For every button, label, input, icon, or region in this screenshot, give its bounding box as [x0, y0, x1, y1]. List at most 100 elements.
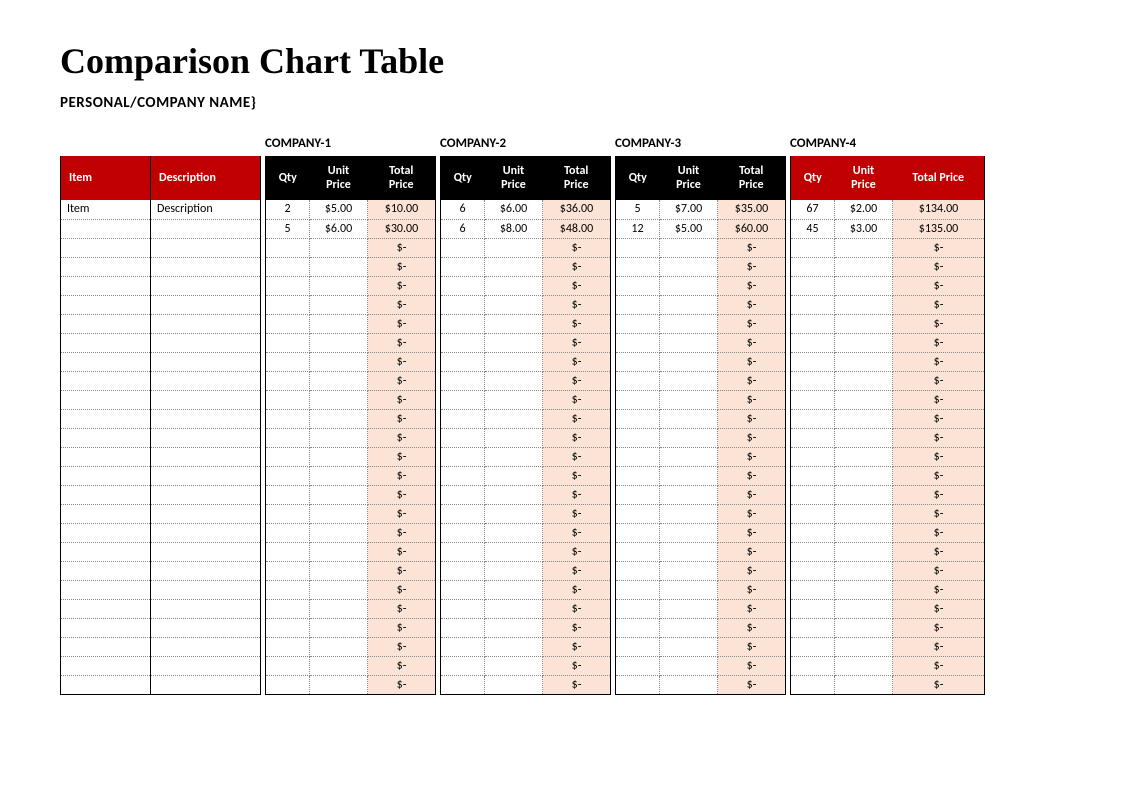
item-cell — [61, 238, 151, 257]
company-label: COMPANY-3 — [615, 136, 786, 153]
unit-price-cell — [485, 504, 543, 523]
unit-price-cell — [485, 561, 543, 580]
unit-price-cell — [835, 504, 893, 523]
item-description-block: Item Description ItemDescription — [60, 136, 261, 695]
total-price-cell: $- — [893, 314, 985, 333]
description-cell — [151, 257, 261, 276]
unit-price-cell — [660, 656, 718, 675]
qty-cell — [616, 485, 660, 504]
unit-price-cell — [310, 428, 368, 447]
total-price-cell: $- — [368, 238, 436, 257]
total-price-cell: $- — [543, 656, 611, 675]
qty-cell — [616, 371, 660, 390]
description-cell — [151, 504, 261, 523]
unit-price-cell — [310, 276, 368, 295]
item-cell — [61, 542, 151, 561]
description-cell — [151, 295, 261, 314]
unit-price-cell — [485, 447, 543, 466]
unit-price-cell — [485, 637, 543, 656]
unit-price-cell: $6.00 — [310, 219, 368, 238]
qty-cell — [616, 523, 660, 542]
total-price-cell: $30.00 — [368, 219, 436, 238]
unit-price-cell — [660, 485, 718, 504]
unit-price-cell — [485, 523, 543, 542]
qty-cell — [441, 257, 485, 276]
qty-cell — [616, 333, 660, 352]
total-price-cell: $- — [543, 466, 611, 485]
unit-price-cell — [835, 485, 893, 504]
unit-price-cell — [485, 485, 543, 504]
total-price-cell: $- — [543, 542, 611, 561]
qty-cell — [441, 428, 485, 447]
qty-cell — [266, 580, 310, 599]
qty-cell — [441, 504, 485, 523]
qty-cell — [791, 485, 835, 504]
unit-price-cell — [485, 333, 543, 352]
qty-cell — [266, 295, 310, 314]
qty-cell — [441, 485, 485, 504]
total-price-cell: $- — [543, 314, 611, 333]
qty-cell — [266, 409, 310, 428]
qty-cell — [266, 333, 310, 352]
qty-cell — [791, 561, 835, 580]
unit-price-cell — [835, 618, 893, 637]
qty-cell — [441, 637, 485, 656]
qty-cell — [266, 561, 310, 580]
description-cell — [151, 333, 261, 352]
total-price-cell: $- — [543, 371, 611, 390]
unit-price-cell — [310, 257, 368, 276]
unit-price-cell — [660, 428, 718, 447]
item-cell — [61, 504, 151, 523]
unit-price-cell — [485, 352, 543, 371]
unit-price-cell — [660, 523, 718, 542]
qty-cell — [266, 656, 310, 675]
total-price-cell: $- — [718, 333, 786, 352]
total-price-cell: $- — [718, 656, 786, 675]
unit-price-cell — [660, 542, 718, 561]
unit-price-cell — [660, 561, 718, 580]
unit-price-cell — [310, 390, 368, 409]
description-cell — [151, 599, 261, 618]
col-qty: Qty — [616, 156, 660, 200]
unit-price-cell — [660, 637, 718, 656]
qty-cell — [616, 447, 660, 466]
item-cell — [61, 314, 151, 333]
unit-price-cell — [835, 466, 893, 485]
qty-cell — [791, 580, 835, 599]
qty-cell — [616, 504, 660, 523]
total-price-cell: $- — [543, 409, 611, 428]
total-price-cell: $- — [543, 333, 611, 352]
col-total-price: TotalPrice — [543, 156, 611, 200]
unit-price-cell — [485, 409, 543, 428]
description-cell — [151, 485, 261, 504]
company-label: COMPANY-2 — [440, 136, 611, 153]
qty-cell — [266, 447, 310, 466]
col-qty: Qty — [791, 156, 835, 200]
unit-price-cell — [310, 580, 368, 599]
item-cell — [61, 656, 151, 675]
qty-cell — [791, 409, 835, 428]
col-unit-price: UnitPrice — [835, 156, 893, 200]
item-cell — [61, 580, 151, 599]
qty-cell — [266, 675, 310, 694]
unit-price-cell — [835, 656, 893, 675]
total-price-cell: $- — [718, 314, 786, 333]
total-price-cell: $- — [543, 504, 611, 523]
description-cell — [151, 276, 261, 295]
item-cell — [61, 618, 151, 637]
total-price-cell: $- — [893, 428, 985, 447]
qty-cell — [441, 599, 485, 618]
total-price-cell: $- — [893, 637, 985, 656]
unit-price-cell — [485, 390, 543, 409]
unit-price-cell: $5.00 — [660, 219, 718, 238]
total-price-cell: $- — [718, 561, 786, 580]
total-price-cell: $- — [368, 542, 436, 561]
item-cell — [61, 466, 151, 485]
total-price-cell: $- — [543, 352, 611, 371]
total-price-cell: $- — [718, 409, 786, 428]
item-cell — [61, 219, 151, 238]
qty-cell — [791, 238, 835, 257]
unit-price-cell — [485, 257, 543, 276]
unit-price-cell — [835, 599, 893, 618]
unit-price-cell — [835, 428, 893, 447]
